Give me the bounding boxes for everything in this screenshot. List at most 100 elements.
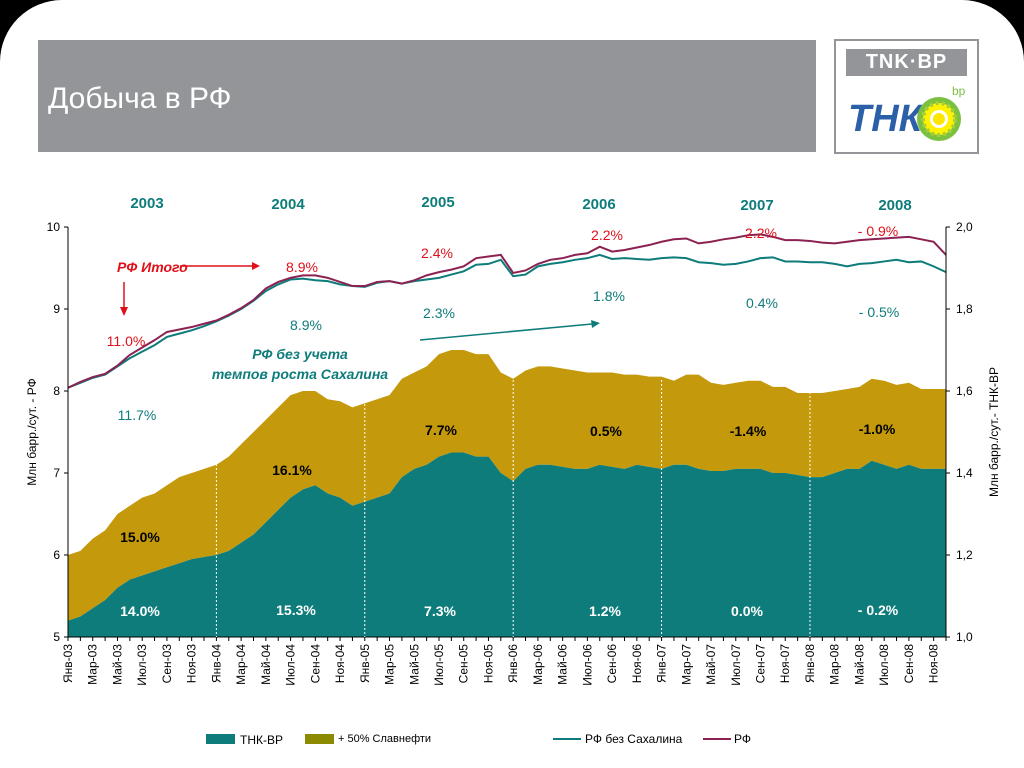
legend-label: ТНК-ВР: [240, 733, 283, 747]
area-tnk-bp: [68, 452, 946, 637]
annotation-label: 7.3%: [424, 603, 456, 619]
x-tick-label: Ноя-03: [185, 644, 199, 684]
y-tick-label-right: 1,0: [956, 630, 973, 644]
x-tick-label: Ноя-06: [630, 644, 644, 684]
annotation-label: 1.8%: [593, 288, 625, 304]
x-tick-label: Май-08: [852, 644, 866, 685]
x-tick-label: Май-05: [407, 644, 421, 685]
annotation-label: 8.9%: [286, 259, 318, 275]
x-tick-label: Сен-04: [308, 644, 322, 684]
y-tick-label-left: 7: [53, 466, 60, 480]
title-bar: Добыча в РФ: [38, 40, 816, 152]
x-tick-label: Мар-04: [234, 644, 248, 685]
y-tick-label-right: 1,4: [956, 466, 973, 480]
x-tick-label: Июл-03: [135, 644, 149, 686]
annotation-label: 11.0%: [107, 333, 146, 349]
x-tick-label: Сен-08: [902, 644, 916, 684]
annotation-label: РФ Итого: [117, 259, 188, 275]
tnk-bp-logo: TNK·BP ТНК bp: [834, 39, 979, 154]
y-tick-label-right: 2,0: [956, 220, 973, 234]
x-tick-label: Янв-08: [803, 644, 817, 683]
x-tick-label: Июл-08: [877, 644, 891, 686]
line-rf: [67, 233, 947, 389]
x-tick-label: Май-06: [556, 644, 570, 685]
annotation-label: 7.7%: [425, 422, 457, 438]
annotation-label: 0.0%: [731, 603, 763, 619]
annotation-label: 16.1%: [272, 462, 312, 478]
annotation-label: 15.0%: [120, 529, 160, 545]
x-tick-label: Янв-05: [358, 644, 372, 683]
x-tick-label: Июл-06: [580, 644, 594, 686]
annotation-label: 2.4%: [421, 245, 453, 261]
arrow-line: [419, 323, 593, 341]
x-tick-label: Июл-05: [432, 644, 446, 686]
y-tick-label-right: 1,2: [956, 548, 973, 562]
x-tick-label: Май-07: [704, 644, 718, 685]
legend-label: РФ: [734, 732, 751, 746]
arrow-head: [591, 320, 600, 328]
y-axis-label-right: Млн барр./сут.- ТНК-ВР: [987, 367, 1001, 497]
annotation-label: -1.4%: [730, 423, 767, 439]
x-tick-label: Июл-07: [729, 644, 743, 686]
annotation-label: -1.0%: [859, 421, 896, 437]
x-tick-label: Ноя-04: [333, 644, 347, 684]
page-title: Добыча в РФ: [48, 82, 232, 115]
line-rf-without-sakhalin: [67, 253, 947, 389]
annotation-label: 8.9%: [290, 317, 322, 333]
legend-swatch-slavneft: [305, 734, 334, 744]
x-tick-label: Ноя-05: [481, 644, 495, 684]
y-tick-label-left: 5: [53, 630, 60, 644]
x-tick-label: Мар-03: [86, 644, 100, 685]
year-label: 2004: [271, 196, 305, 213]
x-tick-label: Янв-06: [506, 644, 520, 683]
y-tick-label-right: 1,6: [956, 384, 973, 398]
year-label: 2005: [421, 194, 454, 211]
annotation-label: 2.2%: [591, 227, 623, 243]
x-tick-label: Ноя-07: [778, 644, 792, 684]
x-tick-label: Мар-08: [828, 644, 842, 685]
year-label: 2007: [740, 197, 773, 214]
annotation-label: 11.7%: [118, 407, 157, 423]
logo-tnk: ТНК: [848, 98, 925, 140]
arrow-head: [120, 307, 128, 316]
annotation-label: - 0.5%: [859, 304, 899, 320]
x-tick-label: Янв-07: [655, 644, 669, 683]
annotation-label: 14.0%: [120, 603, 160, 619]
legend-label: РФ без Сахалина: [585, 732, 683, 746]
year-label: 2006: [582, 196, 615, 213]
legend-swatch-tnk-bp: [206, 734, 235, 744]
x-tick-label: Май-03: [110, 644, 124, 685]
y-axis-label-left: Млн барр./сут. - РФ: [25, 378, 39, 485]
x-tick-label: Сен-07: [754, 644, 768, 684]
x-tick-label: Сен-03: [160, 644, 174, 684]
legend-label: + 50% Славнефти: [338, 733, 431, 745]
annotation-label: 2.3%: [423, 305, 455, 321]
bp-helios-icon: [917, 97, 961, 141]
y-tick-label-right: 1,8: [956, 302, 973, 316]
annotation-label: 0.4%: [746, 295, 778, 311]
logo-bp: bp: [952, 84, 966, 98]
x-tick-label: Ноя-08: [927, 644, 941, 684]
y-tick-label-left: 8: [53, 384, 60, 398]
x-tick-label: Мар-05: [383, 644, 397, 685]
arrow-head: [252, 262, 260, 270]
year-label: 2003: [130, 195, 163, 212]
area-slavneft: [68, 350, 946, 621]
logo-text: TNK·BP: [846, 49, 967, 76]
y-tick-label-left: 9: [53, 302, 60, 316]
annotation-label: 2.2%: [745, 225, 777, 241]
annotation-label: - 0.2%: [858, 602, 899, 618]
x-tick-label: Май-04: [259, 644, 273, 685]
x-tick-label: Июл-04: [284, 644, 298, 686]
x-tick-label: Сен-05: [457, 644, 471, 684]
annotation-label: 15.3%: [276, 602, 316, 618]
y-tick-label-left: 6: [53, 548, 60, 562]
x-tick-label: Сен-06: [605, 644, 619, 684]
x-tick-label: Мар-06: [531, 644, 545, 685]
year-label: 2008: [878, 197, 911, 214]
annotation-label: РФ без учета темпов роста Сахалина: [212, 346, 388, 382]
x-tick-label: Янв-04: [209, 644, 223, 683]
